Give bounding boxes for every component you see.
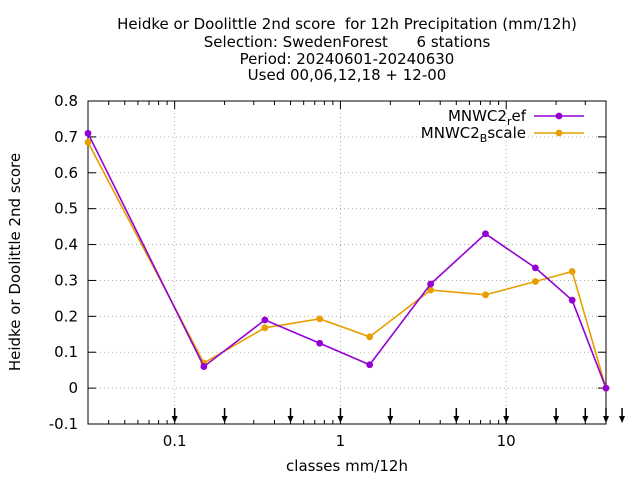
series-point xyxy=(427,280,435,288)
series-point xyxy=(531,264,539,272)
y-tick-label: 0.3 xyxy=(54,271,78,289)
series-point xyxy=(261,324,269,332)
series-point xyxy=(200,363,208,370)
series-point xyxy=(366,361,374,369)
y-tick-label: 0.4 xyxy=(54,236,78,254)
legend-swatch-point xyxy=(555,112,563,120)
threshold-arrow-head xyxy=(503,416,510,423)
series-point xyxy=(261,316,269,324)
series-point xyxy=(482,230,489,238)
series-point xyxy=(568,268,576,275)
x-tick-label: 1 xyxy=(336,432,346,450)
threshold-arrow-head xyxy=(603,416,609,423)
ticks-layer: -0.1 0 0.1 0.2 0.3 0.4 0.5 0.6 0.7 0.8 0.1 1 10 xyxy=(49,92,606,450)
threshold-arrow-head xyxy=(221,416,228,423)
y-axis-label: Heidke or Doolittle 2nd score xyxy=(6,153,24,371)
series-point xyxy=(568,296,576,304)
y-tick-label: 0.5 xyxy=(54,200,78,218)
x-tick-label: 10 xyxy=(497,432,516,450)
threshold-arrow-head xyxy=(582,416,589,423)
legend-entry-label: MNWC2ref xyxy=(448,107,527,128)
series-point xyxy=(316,339,324,347)
y-tick-label: 0.6 xyxy=(54,164,78,182)
y-tick-label: 0.2 xyxy=(54,307,78,325)
threshold-arrow-head xyxy=(453,416,460,423)
series-layer xyxy=(84,129,610,392)
threshold-arrow-head xyxy=(553,416,560,423)
threshold-arrow-head xyxy=(171,416,178,423)
y-tick-label: 0 xyxy=(68,379,78,397)
threshold-arrow-head xyxy=(337,416,344,423)
series-point xyxy=(316,315,324,323)
series-point xyxy=(84,138,92,146)
series-point xyxy=(531,278,539,285)
x-axis-label: classes mm/12h xyxy=(286,457,408,475)
title-line-2: Selection: SwedenForest 6 stations xyxy=(203,33,491,51)
series-line xyxy=(87,132,607,389)
threshold-arrow-head xyxy=(287,416,294,423)
series-point xyxy=(366,333,374,341)
plot-frame xyxy=(87,100,607,425)
threshold-markers xyxy=(171,408,626,423)
title-line-1: Heidke or Doolittle 2nd score for 12h Pr… xyxy=(117,15,577,33)
title-line-4: Used 00,06,12,18 + 12-00 xyxy=(247,66,447,84)
x-tick-label: 0.1 xyxy=(163,432,187,450)
threshold-arrow-head xyxy=(619,416,626,423)
series-line xyxy=(87,141,607,389)
series-point xyxy=(427,286,435,294)
series-point xyxy=(602,384,610,392)
legend-entry-label: MNWC2Bscale xyxy=(421,124,526,145)
title-line-3: Period: 20240601-20240630 xyxy=(239,50,455,68)
legend-swatch-point xyxy=(555,129,563,137)
y-tick-label: 0.7 xyxy=(54,128,78,146)
threshold-arrow-head xyxy=(387,416,394,423)
series-point xyxy=(84,129,92,137)
y-tick-label: 0.1 xyxy=(54,343,78,361)
y-tick-label: -0.1 xyxy=(49,415,78,433)
series-point xyxy=(482,291,489,299)
y-tick-label: 0.8 xyxy=(54,92,78,110)
